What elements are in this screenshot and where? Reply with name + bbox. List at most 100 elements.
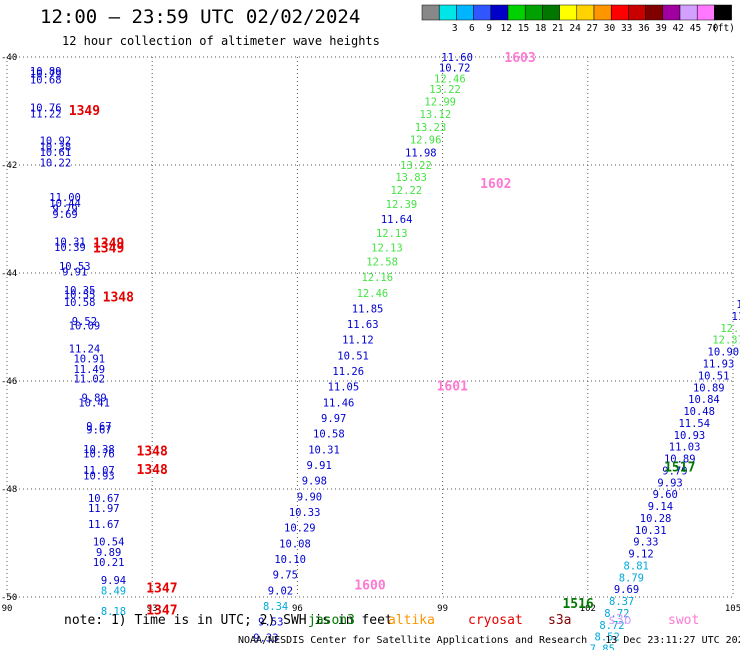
- wave-height-label: 9.67: [86, 421, 111, 433]
- satellite-label-swot: swot: [668, 613, 700, 628]
- wave-height-label: 11.85: [352, 303, 384, 315]
- legend-swatch: [507, 4, 526, 21]
- wave-height-label: 10.09: [69, 321, 101, 333]
- legend-swatch: [593, 4, 612, 21]
- pass-number-label: 1603: [504, 51, 535, 66]
- wave-height-label: 9.69: [614, 584, 639, 596]
- y-tick-label: -50: [1, 593, 17, 603]
- wave-height-label: 9.94: [101, 575, 126, 587]
- wave-height-label: 9.89: [96, 547, 121, 559]
- pass-number-label: 1349: [93, 241, 124, 256]
- legend-swatch: [610, 4, 629, 21]
- wave-height-label: 12.13: [371, 242, 403, 254]
- wave-height-label: 13.22: [400, 160, 432, 172]
- wave-height-label: 10.58: [64, 297, 96, 309]
- pass-number-label: 1601: [437, 380, 468, 395]
- wave-height-label: 11.02: [73, 374, 105, 386]
- wave-height-label: 10.41: [78, 397, 110, 409]
- wave-height-label: 10.67: [88, 493, 120, 505]
- wave-height-label: 12.13: [376, 228, 408, 240]
- pass-number-labels: 1349134913491348134813481347134716031602…: [69, 51, 696, 618]
- wave-height-label: 9.69: [52, 209, 77, 221]
- legend-tick-label: 9: [486, 23, 492, 34]
- legend-tick-label: 24: [569, 23, 581, 34]
- wave-height-label: 10.31: [635, 525, 667, 537]
- legend-tick-label: 21: [552, 23, 564, 34]
- wave-height-label: 8.18: [101, 606, 126, 618]
- wave-height-label: 10.79: [30, 69, 62, 81]
- wave-height-label: 10.89: [664, 454, 696, 466]
- wave-height-label: 9.60: [653, 489, 678, 501]
- legend-tick-label: 45: [690, 23, 701, 34]
- y-tick-label: -42: [1, 161, 17, 171]
- wave-height-label: 10.61: [40, 147, 72, 159]
- x-tick-label: 99: [437, 604, 448, 614]
- wave-height-label: 9.33: [633, 537, 658, 549]
- wave-height-label: 11.12: [342, 335, 374, 347]
- y-tick-label: -40: [1, 53, 17, 63]
- x-tick-label: 102: [580, 604, 596, 614]
- pass-number-label: 1602: [480, 177, 511, 192]
- wave-height-label: 10.54: [93, 537, 125, 549]
- legend-swatch: [696, 4, 715, 21]
- satellite-legend: jason3 altika cryosat s3a s3b swot: [308, 613, 728, 629]
- wave-height-label: 11.46: [323, 397, 355, 409]
- wave-height-label: 10.31: [308, 444, 340, 456]
- wave-height-label: 10.90: [708, 347, 740, 359]
- wave-height-label: 10.76: [83, 449, 115, 461]
- wave-height-label: 12.37: [712, 335, 740, 347]
- wave-height-label: 11.67: [88, 519, 120, 531]
- wave-height-label: 8.49: [101, 585, 126, 597]
- wave-height-label: 9.14: [648, 501, 673, 513]
- legend-swatch: [490, 4, 509, 21]
- legend-swatch: [559, 4, 578, 21]
- legend-swatch: [456, 4, 474, 21]
- wave-height-label: 11: [732, 311, 740, 323]
- wave-height-label: 10.92: [40, 135, 72, 147]
- wave-height-label: 9.79: [662, 465, 687, 477]
- legend-tick-label: 12: [501, 23, 512, 34]
- wave-height-label: 9.91: [62, 267, 87, 279]
- wave-height-label: 12.46: [357, 288, 389, 300]
- wave-height-label: 8.81: [624, 560, 649, 572]
- wave-height-label: 10.31: [54, 236, 86, 248]
- legend-swatch: [645, 4, 664, 21]
- wave-height-label: 11.05: [328, 382, 360, 394]
- wave-height-label: 10.91: [73, 354, 105, 366]
- satellite-label-cryosat: cryosat: [468, 613, 523, 628]
- satellite-label-s3a: s3a: [548, 613, 572, 628]
- legend-tick-label: 33: [621, 23, 632, 34]
- x-tick-label: 105: [725, 604, 740, 614]
- y-tick-label: -46: [1, 377, 17, 387]
- legend-swatch: [714, 4, 732, 21]
- wave-height-label: 10.38: [83, 444, 115, 456]
- wave-height-label: 10.29: [284, 523, 316, 535]
- wave-height-label: 11.63: [347, 319, 379, 331]
- pass-number-label: 1348: [103, 291, 134, 306]
- wave-height-label: 11.26: [332, 366, 364, 378]
- wave-height-label: 12.46: [434, 73, 466, 85]
- wave-height-labels: 10.8910.7910.6810.7611.2210.9210.3810.61…: [30, 52, 740, 650]
- y-tick-label: -44: [1, 269, 17, 279]
- pass-number-label: 1349: [69, 104, 100, 119]
- wave-height-label: 13.83: [395, 172, 427, 184]
- wave-height-label: 10.10: [274, 554, 306, 566]
- wave-height-label: 11: [736, 299, 740, 311]
- wave-height-label: 9.89: [81, 393, 106, 405]
- wave-height-label: 10.68: [30, 74, 62, 86]
- wave-height-label: 11.98: [405, 147, 437, 159]
- wave-height-label: 9.02: [268, 585, 293, 597]
- wave-height-label: 10.72: [439, 63, 471, 75]
- legend-swatch: [576, 4, 595, 21]
- wave-height-label: 12.58: [366, 256, 398, 268]
- wave-height-label: 10.58: [313, 429, 345, 441]
- pass-number-label: 1347: [146, 582, 177, 597]
- wave-height-label: 8.72: [604, 608, 629, 620]
- legend-swatch: [628, 4, 646, 21]
- wave-height-label: 13.22: [429, 84, 461, 96]
- legend-tick-label: 42: [673, 23, 684, 34]
- wave-height-label: 11.54: [678, 418, 710, 430]
- satellite-label-jason3: jason3: [308, 613, 355, 628]
- legend-tick-label: 27: [587, 23, 598, 34]
